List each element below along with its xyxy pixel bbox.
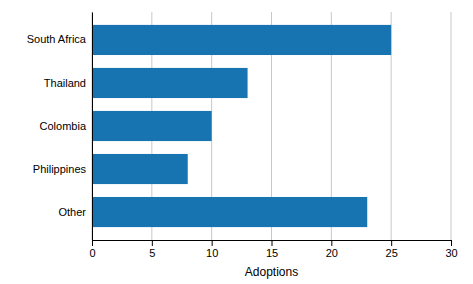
x-tick: 30: [445, 240, 457, 259]
y-tick-label: Thailand: [44, 77, 86, 89]
x-tick-label: 0: [89, 247, 95, 259]
x-tick: 5: [149, 240, 155, 259]
x-tick-label: 5: [149, 247, 155, 259]
bars: [92, 25, 391, 227]
bar: [92, 68, 248, 98]
x-tick: 0: [89, 240, 95, 259]
x-tick-mark: [391, 240, 392, 246]
y-axis: South Africa Thailand Colombia Philippines O…: [27, 13, 93, 241]
bar: [92, 197, 367, 227]
bar: [92, 25, 391, 55]
plot-area: 0 5 10 15 20 25 30 South Africa Thailand Colombia…: [27, 12, 458, 259]
x-tick-label: 25: [386, 247, 398, 259]
y-tick: Colombia: [40, 120, 92, 132]
x-tick: 25: [386, 240, 398, 259]
x-tick-label: 10: [206, 247, 218, 259]
y-tick-label: Other: [58, 206, 86, 218]
x-axis: 0 5 10 15 20 25 30: [89, 240, 457, 259]
y-tick: Philippines: [33, 163, 92, 175]
x-axis-line: [93, 241, 452, 247]
y-tick: Other: [58, 206, 92, 218]
x-tick: 20: [326, 240, 338, 259]
x-tick-label: 15: [266, 247, 278, 259]
x-tick-mark: [152, 240, 153, 246]
grid-line: [92, 12, 93, 240]
y-tick: Thailand: [44, 77, 92, 89]
x-tick-mark: [212, 240, 213, 246]
bar: [92, 154, 188, 184]
x-axis-title: Adoptions: [245, 265, 298, 279]
chart-container: 0 5 10 15 20 25 30 South Africa Thailand Colombia…: [0, 0, 473, 284]
grid: [92, 12, 451, 240]
x-tick: 10: [206, 240, 218, 259]
y-tick-label: Philippines: [33, 163, 87, 175]
grid-line: [451, 12, 452, 240]
y-tick-label: Colombia: [40, 120, 87, 132]
y-tick-label: South Africa: [27, 33, 87, 45]
x-tick-mark: [92, 240, 93, 246]
y-tick: South Africa: [27, 33, 92, 45]
x-tick-mark: [331, 240, 332, 246]
x-tick-mark: [451, 240, 452, 246]
bar: [92, 111, 212, 141]
x-tick-label: 20: [326, 247, 338, 259]
y-axis-line: [92, 13, 93, 241]
chart-svg: 0 5 10 15 20 25 30 South Africa Thailand Colombia…: [0, 0, 473, 284]
x-tick-label: 30: [445, 247, 457, 259]
x-tick-mark: [272, 240, 273, 246]
x-tick: 15: [266, 240, 278, 259]
